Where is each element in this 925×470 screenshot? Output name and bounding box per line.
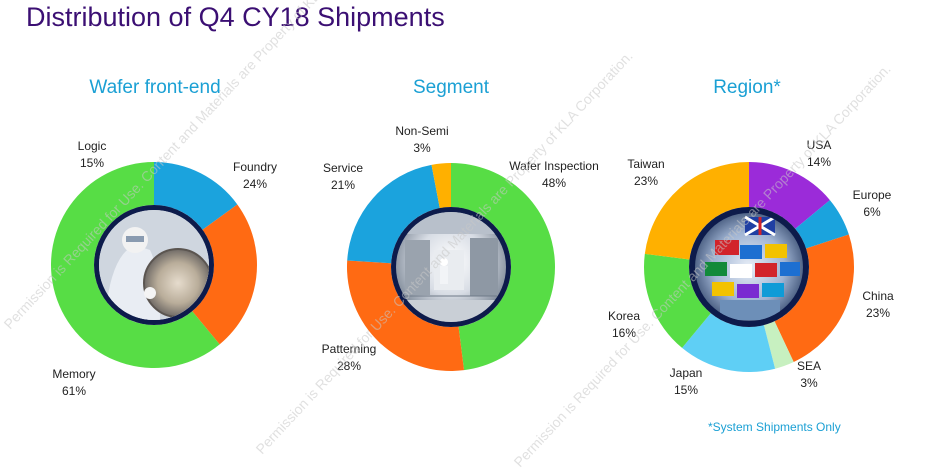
label-service: Service	[323, 161, 363, 175]
value-china: 23%	[866, 306, 890, 320]
slice-foundry	[192, 204, 257, 345]
chart-title-region: Region*	[713, 77, 781, 98]
slice-memory	[51, 162, 220, 368]
label-usa: USA	[807, 138, 832, 152]
value-usa: 14%	[807, 155, 831, 169]
value-japan: 15%	[674, 383, 698, 397]
label-non-semi: Non-Semi	[395, 124, 448, 138]
slice-taiwan	[644, 162, 749, 260]
value-wafer-inspection: 48%	[542, 176, 566, 190]
label-memory: Memory	[52, 367, 95, 381]
donut-wafer-front-end	[51, 162, 257, 368]
label-sea: SEA	[797, 359, 821, 373]
slice-korea	[644, 253, 711, 348]
label-foundry: Foundry	[233, 160, 277, 174]
value-korea: 16%	[612, 326, 636, 340]
label-china: China	[862, 289, 894, 303]
value-memory: 61%	[62, 384, 86, 398]
donut-segment	[347, 163, 556, 372]
value-foundry: 24%	[243, 177, 267, 191]
chart-title-wafer-front-end: Wafer front-end	[89, 77, 221, 98]
label-logic: Logic	[78, 139, 107, 153]
value-logic: 15%	[80, 156, 104, 170]
label-wafer-inspection: Wafer Inspection	[509, 159, 599, 173]
chart-title-segment: Segment	[412, 77, 490, 98]
world-flags-photo	[689, 207, 809, 327]
slice-logic	[154, 162, 238, 230]
slice-wafer-inspection	[451, 163, 556, 371]
slice-china	[774, 234, 855, 363]
value-sea: 3%	[800, 376, 818, 390]
slice-japan	[682, 313, 776, 372]
cleanroom-photo	[391, 207, 511, 327]
slice-service	[347, 164, 440, 264]
value-non-semi: 3%	[413, 141, 431, 155]
value-europe: 6%	[863, 205, 881, 219]
value-service: 21%	[331, 178, 355, 192]
footnote: *System Shipments Only	[708, 420, 841, 434]
value-patterning: 28%	[337, 359, 361, 373]
label-korea: Korea	[608, 309, 640, 323]
slice-non-semi	[431, 163, 451, 209]
label-patterning: Patterning	[322, 342, 377, 356]
label-japan: Japan	[670, 366, 703, 380]
label-taiwan: Taiwan	[627, 157, 664, 171]
slice-usa	[749, 162, 830, 229]
slice-sea	[763, 321, 794, 369]
donut-region	[644, 162, 855, 372]
slice-patterning	[347, 260, 465, 372]
page-title: Distribution of Q4 CY18 Shipments	[26, 2, 445, 32]
wafer-technician-photo	[94, 205, 214, 325]
value-taiwan: 23%	[634, 174, 658, 188]
slice-europe	[795, 200, 849, 249]
label-europe: Europe	[853, 188, 892, 202]
